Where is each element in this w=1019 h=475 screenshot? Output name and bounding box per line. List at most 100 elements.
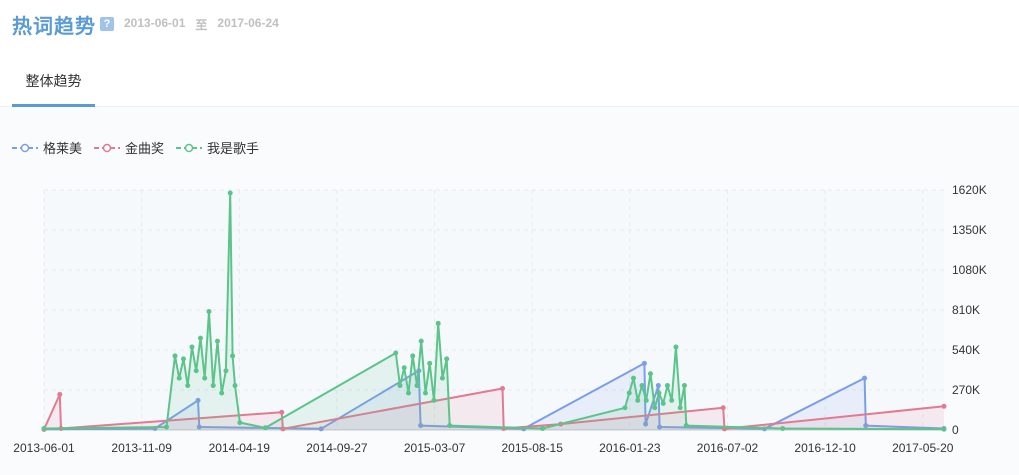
data-point (639, 383, 645, 389)
x-tick-label: 2016-07-02 (697, 441, 759, 455)
legend-item[interactable]: 格莱美 (12, 138, 82, 157)
data-point (397, 383, 403, 389)
date-separator: 至 (195, 17, 208, 32)
x-tick-label: 2013-11-09 (111, 441, 172, 455)
data-point (669, 397, 675, 403)
data-point (435, 320, 441, 326)
legend-label: 金曲奖 (125, 141, 165, 156)
series-line-0 (43, 362, 945, 431)
data-point (540, 426, 546, 432)
data-point (780, 426, 786, 432)
data-point (185, 383, 191, 389)
data-point (197, 335, 203, 341)
data-point (652, 405, 658, 411)
x-tick-label: 2014-09-27 (306, 441, 368, 455)
data-point (393, 350, 399, 356)
data-point (626, 390, 632, 396)
legend-marker-icon (176, 143, 203, 152)
x-tick-label: 2014-04-19 (209, 441, 271, 455)
y-tick-label: 1620K (952, 183, 987, 197)
data-point (401, 365, 407, 371)
data-point (681, 383, 687, 389)
legend-item[interactable]: 我是歌手 (176, 138, 259, 157)
x-tick-label: 2013-06-01 (13, 441, 75, 455)
data-point (262, 425, 268, 431)
series-area-1 (44, 388, 944, 430)
data-point (164, 424, 170, 430)
tab-bar: 整体趋势 (0, 60, 1019, 107)
data-point (280, 426, 286, 432)
data-point (237, 420, 243, 426)
data-point (941, 403, 947, 409)
date-to: 2017-06-24 (217, 15, 279, 30)
data-point (422, 390, 428, 396)
data-point (431, 397, 437, 403)
x-tick-label: 2016-01-23 (599, 441, 661, 455)
data-point (643, 421, 649, 427)
data-point (660, 400, 666, 406)
data-point (180, 356, 186, 362)
help-icon[interactable]: ? (100, 17, 114, 31)
data-point (414, 383, 420, 389)
legend-marker-icon (94, 143, 121, 152)
y-tick-label: 810K (952, 303, 980, 317)
date-range: 2013-06-01 至 2017-06-24 (124, 16, 279, 33)
data-point (189, 344, 195, 350)
data-point (447, 423, 453, 429)
data-point (418, 338, 424, 344)
data-point (172, 353, 178, 359)
x-tick-label: 2017-05-20 (892, 441, 954, 455)
x-tick-label: 2016-12-10 (794, 441, 856, 455)
header: 热词趋势 ? 2013-06-01 至 2017-06-24 (12, 10, 279, 38)
data-point (941, 426, 947, 432)
page-title: 热词趋势 (12, 15, 96, 38)
legend-item[interactable]: 金曲奖 (94, 138, 164, 157)
data-point (193, 368, 199, 374)
chart-legend: 格莱美 金曲奖 我是歌手 (12, 138, 259, 157)
y-tick-label: 0 (952, 423, 959, 437)
data-point (279, 409, 285, 415)
data-point (219, 390, 225, 396)
y-tick-label: 270K (952, 383, 980, 397)
tab-overall-trend[interactable]: 整体趋势 (12, 60, 95, 107)
data-point (683, 423, 689, 429)
data-point (641, 360, 647, 366)
legend-label: 我是歌手 (207, 141, 260, 156)
data-point (643, 397, 649, 403)
y-tick-label: 1350K (952, 223, 987, 237)
data-point (656, 390, 662, 396)
data-point (418, 423, 424, 429)
data-point (195, 397, 201, 403)
legend-label: 格莱美 (43, 141, 83, 156)
data-point (720, 405, 726, 411)
data-point (444, 356, 450, 362)
data-point (57, 391, 63, 397)
data-point (655, 383, 661, 389)
data-point (427, 360, 433, 366)
data-point (202, 375, 208, 381)
data-point (176, 375, 182, 381)
data-point (635, 397, 641, 403)
x-tick-label: 2015-08-15 (502, 441, 564, 455)
legend-marker-icon (12, 143, 38, 152)
series-area-0 (44, 363, 944, 430)
data-point (622, 405, 628, 411)
data-point (863, 423, 869, 429)
y-tick-label: 1080K (952, 263, 987, 277)
data-point (230, 353, 236, 359)
data-point (647, 371, 653, 377)
data-point (630, 375, 636, 381)
y-tick-label: 540K (952, 343, 980, 357)
data-point (232, 383, 238, 389)
data-point (499, 386, 505, 392)
data-point (223, 368, 229, 374)
data-point (210, 383, 216, 389)
data-point (677, 405, 683, 411)
data-point (41, 426, 47, 432)
data-point (664, 383, 670, 389)
data-point (862, 375, 868, 381)
data-point (318, 426, 324, 432)
data-point (214, 338, 220, 344)
data-point (439, 375, 445, 381)
